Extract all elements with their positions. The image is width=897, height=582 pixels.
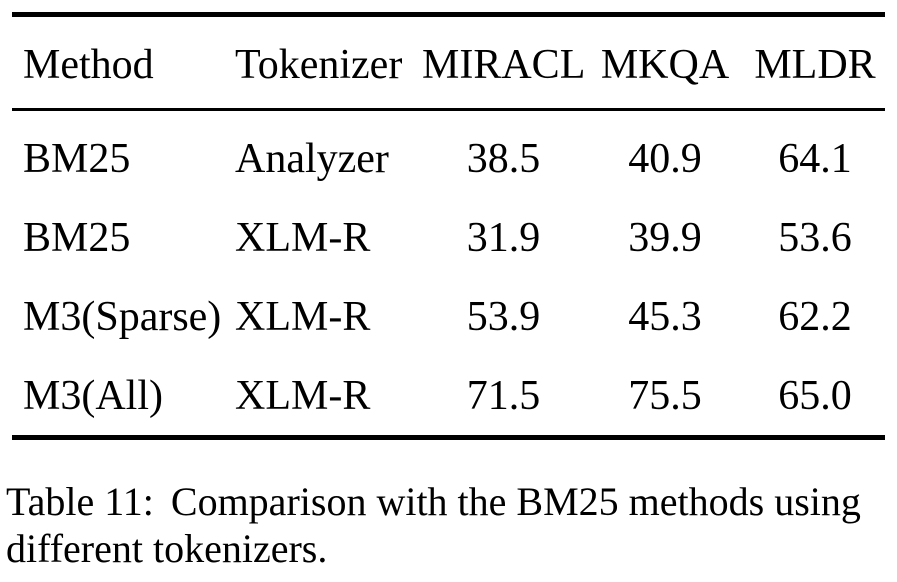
cell-method: BM25 xyxy=(23,135,131,182)
column-header-mkqa: MKQA xyxy=(600,42,730,88)
caption-text: Comparison with the BM25 methods using d… xyxy=(6,479,861,571)
cell-method: M3(All) xyxy=(23,372,163,419)
cell-mkqa: 39.9 xyxy=(628,214,702,261)
cell-mldr: 62.2 xyxy=(778,293,852,340)
cell-mldr: 53.6 xyxy=(778,214,852,261)
column-header-tokenizer: Tokenizer xyxy=(235,42,403,88)
cell-mldr: 64.1 xyxy=(778,135,852,182)
cell-tokenizer: XLM-R xyxy=(235,214,371,261)
results-table: Method Tokenizer MIRACL MKQA MLDR BM25 A… xyxy=(12,12,885,440)
cell-mkqa: 40.9 xyxy=(628,135,702,182)
cell-mkqa: 45.3 xyxy=(628,293,702,340)
table-row: M3(Sparse) XLM-R 53.9 45.3 62.2 xyxy=(12,277,885,356)
table-body: BM25 Analyzer 38.5 40.9 64.1 BM25 XLM-R … xyxy=(12,111,885,435)
caption-label: Table 11: xyxy=(6,479,154,524)
table-header-row: Method Tokenizer MIRACL MKQA MLDR xyxy=(12,17,885,108)
cell-miracl: 38.5 xyxy=(466,135,541,182)
cell-miracl: 53.9 xyxy=(466,293,541,340)
cell-miracl: 71.5 xyxy=(466,372,541,419)
table-top-rule xyxy=(12,12,885,17)
cell-mkqa: 75.5 xyxy=(628,372,702,419)
column-header-method: Method xyxy=(23,42,154,88)
cell-tokenizer: XLM-R xyxy=(235,372,371,419)
cell-tokenizer: Analyzer xyxy=(235,135,389,182)
cell-mldr: 65.0 xyxy=(778,372,852,419)
cell-tokenizer: XLM-R xyxy=(235,293,371,340)
cell-method: M3(Sparse) xyxy=(23,293,222,340)
column-header-miracl: MIRACL xyxy=(422,42,586,88)
table-caption: Table 11: Comparison with the BM25 method… xyxy=(6,478,891,572)
table-header-rule xyxy=(12,108,885,111)
cell-method: BM25 xyxy=(23,214,131,261)
cell-miracl: 31.9 xyxy=(466,214,541,261)
column-header-mldr: MLDR xyxy=(754,42,876,88)
table-bottom-rule xyxy=(12,435,885,440)
table-row: M3(All) XLM-R 71.5 75.5 65.0 xyxy=(12,356,885,435)
table-row: BM25 XLM-R 31.9 39.9 53.6 xyxy=(12,198,885,277)
table-row: BM25 Analyzer 38.5 40.9 64.1 xyxy=(12,119,885,198)
